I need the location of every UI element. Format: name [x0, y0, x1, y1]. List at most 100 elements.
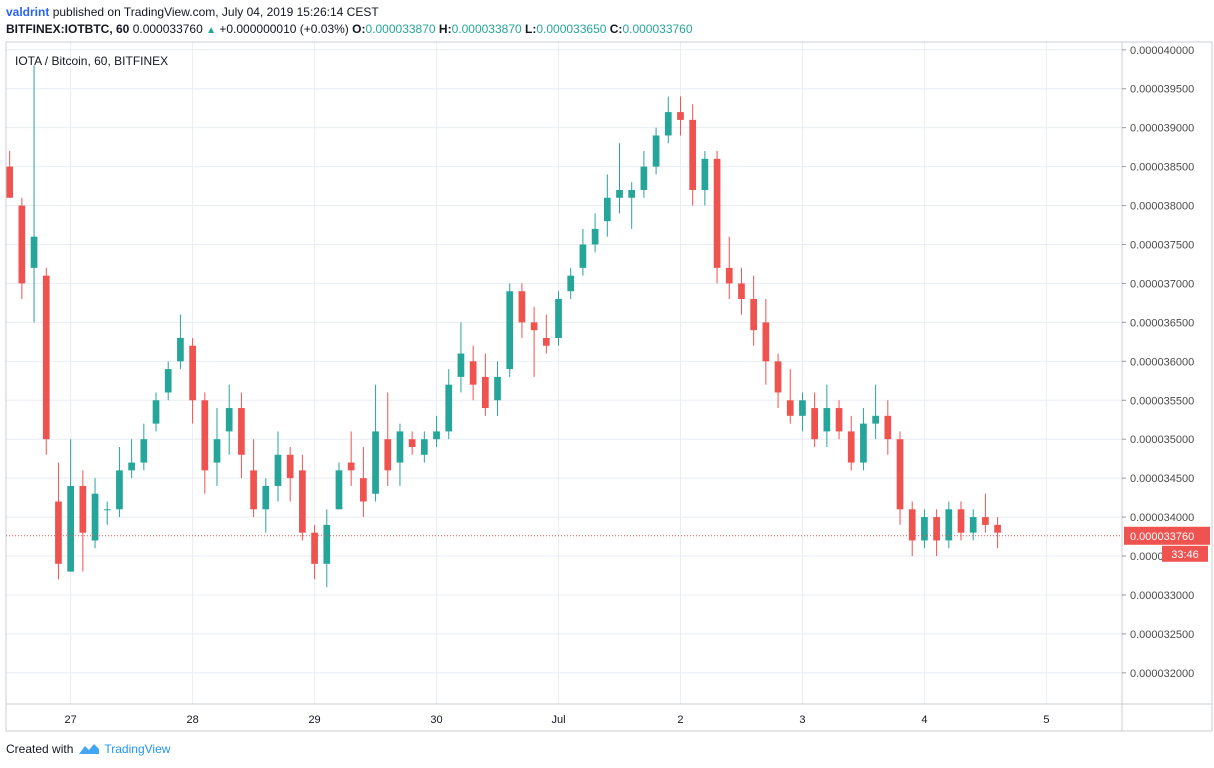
candle	[701, 151, 709, 206]
candle	[945, 501, 953, 549]
candle-body	[591, 228, 599, 245]
candle-body	[372, 431, 379, 494]
candle-body	[542, 337, 550, 346]
candle-body	[481, 376, 489, 409]
candle-body	[262, 485, 270, 510]
candle-body	[799, 400, 806, 416]
candle-body	[677, 112, 684, 120]
candle-body	[506, 291, 514, 370]
x-tick-label: 30	[430, 714, 442, 726]
candle	[664, 96, 672, 144]
candle	[372, 384, 379, 502]
candle-body	[250, 470, 257, 510]
candle-body	[238, 408, 245, 455]
candle-body	[884, 415, 892, 440]
candle	[689, 104, 697, 206]
y-tick-label: 0.000037000	[1130, 278, 1194, 290]
candle-body	[360, 478, 367, 502]
candle	[860, 408, 867, 471]
tradingview-logo-icon	[79, 744, 100, 754]
candle-body	[725, 267, 733, 284]
candle	[738, 267, 745, 315]
candle-body	[469, 361, 477, 385]
last-price-label: 0.000033760	[1130, 531, 1194, 543]
candle-body	[116, 470, 123, 510]
tradingview-brand[interactable]: TradingView	[104, 742, 171, 756]
candle-body	[286, 454, 294, 479]
countdown-label: 33:46	[1171, 549, 1199, 561]
x-tick-label: 28	[186, 714, 198, 726]
candle	[921, 509, 928, 549]
candle-body	[994, 524, 1001, 533]
candle	[896, 431, 904, 525]
y-tick-label: 0.000035000	[1130, 434, 1194, 446]
close-value: 0.000033760	[622, 22, 693, 36]
candle	[18, 197, 26, 300]
candle-body	[921, 517, 928, 541]
candle-body	[811, 408, 818, 440]
high-value: 0.000033870	[451, 22, 522, 36]
candle	[384, 392, 392, 486]
candle	[360, 446, 367, 518]
y-tick-label: 0.000039000	[1130, 123, 1194, 135]
candle	[213, 408, 221, 486]
y-tick-label: 0.000036500	[1130, 317, 1194, 329]
x-tick-label: 3	[799, 714, 805, 726]
candle	[628, 182, 636, 229]
published-text: published on TradingView.com, July 04, 2…	[52, 5, 379, 19]
open-label: O:	[352, 22, 366, 36]
candle-body	[567, 275, 575, 292]
candle	[518, 283, 526, 338]
candle-body	[177, 337, 184, 362]
y-tick-label: 0.000039500	[1130, 84, 1194, 96]
y-tick-label: 0.000038500	[1130, 162, 1194, 174]
low-value: 0.000033650	[536, 22, 607, 36]
author-link[interactable]: valdrint	[6, 5, 50, 19]
ohlc-header: BITFINEX:IOTBTC, 60 0.000033760 ▲ +0.000…	[6, 22, 693, 36]
candle	[762, 299, 770, 385]
footer: Created with TradingView	[6, 742, 170, 756]
candle	[994, 517, 1001, 549]
candle-body	[494, 376, 501, 401]
candle-body	[786, 400, 794, 416]
candle	[140, 423, 148, 471]
y-tick-label: 0.000032000	[1130, 668, 1194, 680]
candle	[262, 478, 270, 533]
candle	[750, 275, 758, 346]
candle-body	[847, 431, 855, 463]
candle	[652, 127, 660, 175]
candle	[640, 151, 648, 198]
candle	[872, 384, 879, 440]
candle	[152, 392, 160, 432]
candle	[933, 509, 940, 557]
countdown-badge	[1162, 545, 1208, 562]
symbol-label: BITFINEX:IOTBTC, 60	[6, 22, 130, 36]
candle	[469, 345, 477, 401]
candle-body	[79, 485, 87, 533]
candle	[164, 361, 172, 401]
candle	[774, 353, 782, 409]
created-with-text: Created with	[6, 742, 74, 756]
candle	[433, 415, 440, 447]
x-tick-label: 4	[921, 714, 927, 726]
candle-body	[55, 501, 62, 564]
candle-body	[189, 345, 196, 401]
candle	[481, 353, 489, 416]
candle-body	[774, 361, 782, 393]
candle	[396, 423, 404, 486]
candle	[91, 478, 99, 549]
chart-title: IOTA / Bitcoin, 60, BITFINEX	[15, 54, 168, 68]
candle	[823, 384, 831, 447]
y-tick-label: 0.000033000	[1130, 590, 1194, 602]
y-tick-label: 0.000036000	[1130, 356, 1194, 368]
candle	[567, 267, 575, 300]
last-price: 0.000033760	[132, 22, 203, 36]
candle	[542, 314, 550, 354]
candle	[311, 524, 318, 580]
candle-body	[530, 322, 538, 331]
x-tick-label: 29	[308, 714, 320, 726]
candle-body	[908, 509, 916, 541]
candle-body	[750, 299, 758, 331]
candle-body	[860, 423, 867, 463]
